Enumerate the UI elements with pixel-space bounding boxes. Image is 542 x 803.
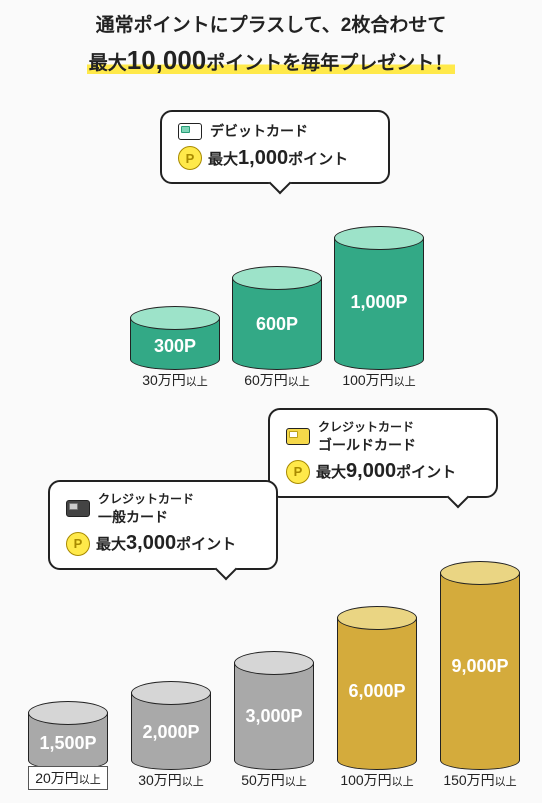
point-badge-icon: P xyxy=(178,146,202,170)
headline-line2: 最大10,000ポイントを毎年プレゼント！ xyxy=(0,41,542,80)
chart-cylinder: 3,000P xyxy=(234,663,314,758)
credit-chart: 1,500P20万円以上2,000P30万円以上3,000P50万円以上6,00… xyxy=(0,580,542,780)
cylinder-value: 3,000P xyxy=(234,706,314,727)
headline-line1: 通常ポイントにプラスして、2枚合わせて xyxy=(0,12,542,41)
gold-card-icon xyxy=(286,428,310,445)
cylinder-value: 9,000P xyxy=(440,656,520,677)
x-axis-label: 30万円以上 xyxy=(131,770,211,790)
debit-callout-label: デビットカード xyxy=(210,122,308,140)
gray-callout-l2: 一般カード xyxy=(98,509,168,525)
chart-cylinder: 600P xyxy=(232,278,322,358)
x-axis-label: 20万円以上 xyxy=(28,766,108,790)
gold-callout-l1: クレジットカード xyxy=(318,420,416,436)
x-axis-label: 100万円以上 xyxy=(337,770,417,790)
x-axis-label: 100万円以上 xyxy=(334,370,424,390)
point-badge-icon: P xyxy=(66,532,90,556)
gray-callout: クレジットカード 一般カード P 最大3,000ポイント xyxy=(48,480,278,570)
chart-cylinder: 1,000P xyxy=(334,238,424,358)
cylinder-value: 1,000P xyxy=(334,292,424,313)
gray-callout-l1: クレジットカード xyxy=(98,492,194,508)
chart-cylinder: 2,000P xyxy=(131,693,211,758)
cylinder-value: 1,500P xyxy=(28,733,108,754)
debit-callout: デビットカード P 最大1,000ポイント xyxy=(160,110,390,184)
point-badge-icon: P xyxy=(286,460,310,484)
debit-card-icon xyxy=(178,123,202,140)
gray-card-icon xyxy=(66,500,90,517)
chart-cylinder: 1,500P xyxy=(28,713,108,758)
chart-cylinder: 6,000P xyxy=(337,618,417,758)
cylinder-value: 6,000P xyxy=(337,681,417,702)
cylinder-value: 600P xyxy=(232,314,322,335)
x-axis-label: 50万円以上 xyxy=(234,770,314,790)
x-axis-label: 60万円以上 xyxy=(232,370,322,390)
headline: 通常ポイントにプラスして、2枚合わせて 最大10,000ポイントを毎年プレゼント… xyxy=(0,0,542,80)
chart-cylinder: 9,000P xyxy=(440,573,520,758)
cylinder-value: 2,000P xyxy=(131,722,211,743)
gold-callout-l2: ゴールドカード xyxy=(318,437,416,453)
cylinder-value: 300P xyxy=(130,336,220,357)
x-axis-label: 30万円以上 xyxy=(130,370,220,390)
x-axis-label: 150万円以上 xyxy=(440,770,520,790)
chart-cylinder: 300P xyxy=(130,318,220,358)
gold-callout: クレジットカード ゴールドカード P 最大9,000ポイント xyxy=(268,408,498,498)
debit-chart: 300P30万円以上600P60万円以上1,000P100万円以上 xyxy=(0,200,542,380)
